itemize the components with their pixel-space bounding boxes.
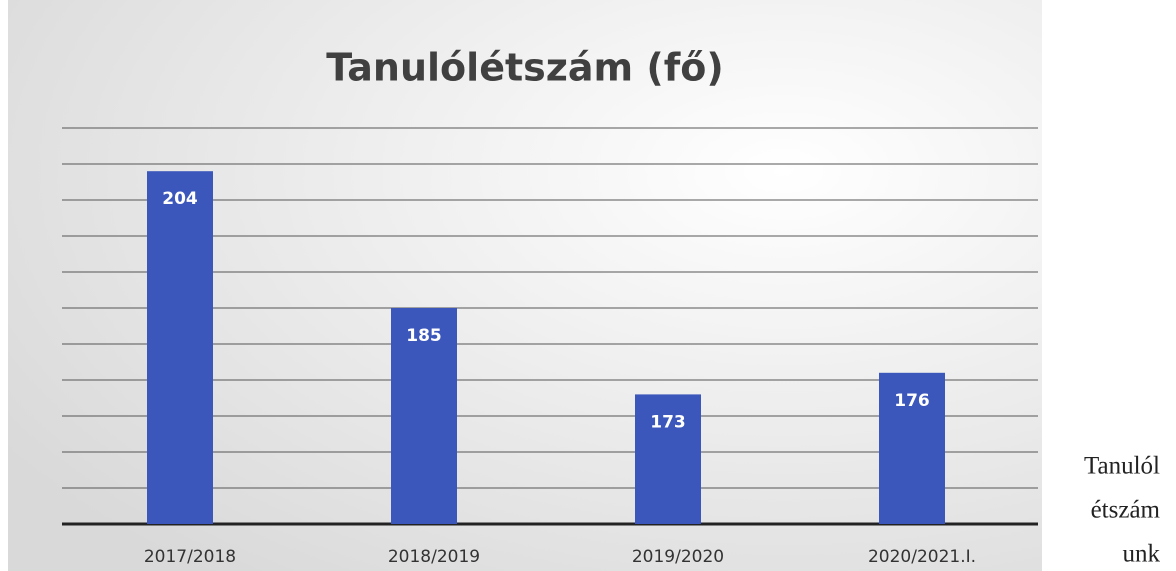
x-tick-label: 2017/2018 [144, 547, 236, 567]
bar [147, 171, 213, 524]
side-text: étszám [1091, 497, 1161, 524]
x-tick-label: 2018/2019 [388, 547, 480, 567]
bar [391, 308, 457, 524]
value-label: 173 [650, 412, 686, 432]
x-tick-label: 2019/2020 [632, 547, 724, 567]
bar [635, 394, 701, 524]
side-text: unk [1123, 541, 1161, 568]
value-label: 204 [162, 189, 198, 209]
side-text: Tanulól [1084, 453, 1160, 480]
bar [879, 372, 945, 524]
value-label: 176 [894, 391, 930, 411]
x-tick-label: 2020/2021.I. [868, 547, 976, 567]
value-label: 185 [406, 326, 442, 346]
chart-title: Tanulólétszám (fő) [326, 46, 723, 90]
